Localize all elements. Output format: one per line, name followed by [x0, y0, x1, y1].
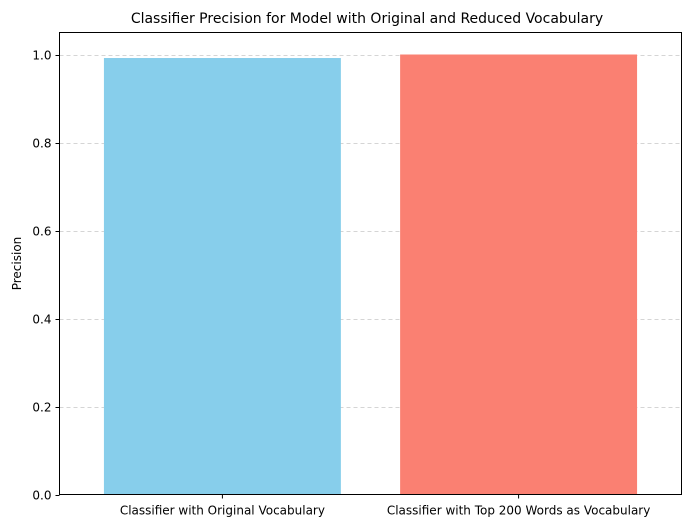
x-tick-label: Classifier with Original Vocabulary — [120, 504, 325, 518]
x-tick-label: Classifier with Top 200 Words as Vocabul… — [387, 504, 651, 518]
x-axis: Classifier with Original Vocabulary Class… — [120, 494, 651, 518]
y-tick-label: 0.8 — [32, 137, 51, 151]
y-axis: 0.0 0.2 0.4 0.6 0.8 1.0 — [32, 49, 60, 503]
plot-frame — [59, 32, 682, 495]
bar — [103, 58, 341, 495]
y-tick-label: 0.0 — [32, 489, 51, 503]
y-tick-label: 1.0 — [32, 49, 51, 63]
y-tick-label: 0.6 — [32, 225, 51, 239]
chart-title: Classifier Precision for Model with Orig… — [131, 11, 603, 27]
bar — [400, 54, 638, 495]
y-axis-label: Precision — [10, 237, 24, 291]
y-tick-label: 0.2 — [32, 401, 51, 415]
y-tick-label: 0.4 — [32, 313, 51, 327]
bars — [103, 54, 638, 495]
